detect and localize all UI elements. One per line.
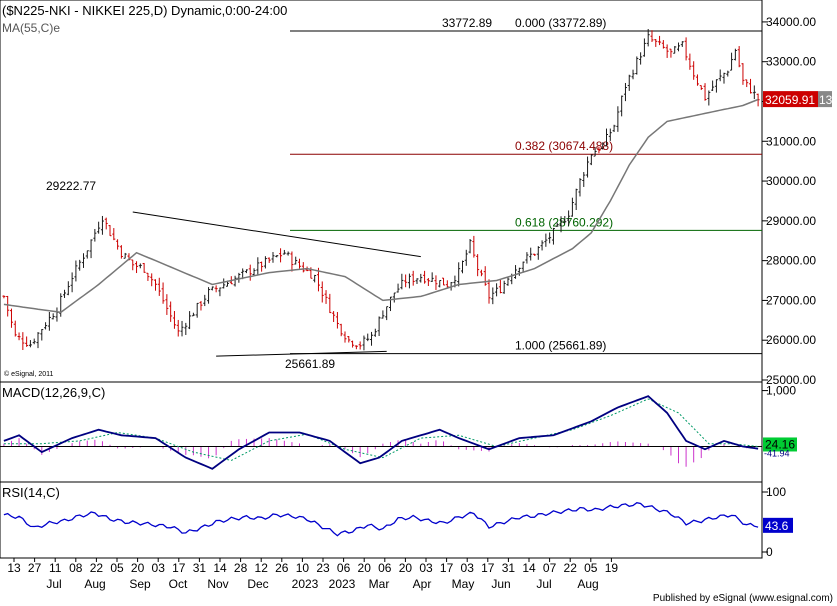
macd-current-badge xyxy=(763,437,797,452)
x-axis-month-label: Mar xyxy=(369,577,390,591)
x-axis: 13 27 11 08 22 05 20 03 17 31 14 28 12 26 10 23 06 20 06 20… xyxy=(7,558,618,591)
watermark: © eSignal, 2011 xyxy=(4,370,54,378)
x-axis-day-label: 31 xyxy=(193,561,207,575)
x-axis-day-label: 22 xyxy=(90,561,104,575)
trend-line xyxy=(132,211,421,258)
rsi-panel: RSI(14,C) xyxy=(0,481,763,559)
x-axis-day-label: 10 xyxy=(296,561,310,575)
ma-line xyxy=(3,98,759,314)
fib-label: 0.382 (30674.488) xyxy=(515,139,613,153)
x-axis-day-label: 20 xyxy=(358,561,372,575)
x-axis-day-label: 14 xyxy=(522,561,536,575)
macd-title: MACD(12,26,9,C) xyxy=(2,385,105,400)
x-axis-month-label: Aug xyxy=(577,577,598,591)
x-axis-day-label: 12 xyxy=(255,561,269,575)
x-axis-day-label: 13 xyxy=(7,561,21,575)
rsi-title: RSI(14,C) xyxy=(2,485,60,500)
rsi-current-badge xyxy=(763,517,793,533)
last-price-suffix-badge xyxy=(818,91,832,108)
price-panel: 0.000 (33772.89)0.382 (30674.488)0.618 (… xyxy=(0,0,763,383)
price-axis-label: 31000.00 xyxy=(766,134,816,148)
x-axis-month-label: Aug xyxy=(84,577,105,591)
price-axis-label: 30000.00 xyxy=(766,174,816,188)
x-axis-day-label: 19 xyxy=(605,561,619,575)
rsi-line xyxy=(3,502,759,537)
x-axis-month-label: Nov xyxy=(207,577,228,591)
x-axis-day-label: 17 xyxy=(440,561,454,575)
x-axis-day-label: 14 xyxy=(213,561,227,575)
x-axis-day-label: 03 xyxy=(461,561,475,575)
price-axis-label: 28000.00 xyxy=(766,254,816,268)
chart-title: ($N225-NKI - NIKKEI 225,D) Dynamic,0:00-… xyxy=(2,3,287,18)
footer-credit: Published by eSignal (www.esignal.com) xyxy=(653,593,833,604)
x-axis-day-label: 05 xyxy=(110,561,124,575)
x-axis-month-label: Jul xyxy=(536,577,551,591)
rsi-axis-label: 100 xyxy=(766,485,786,499)
macd-line xyxy=(3,395,759,470)
fib-label: 0.000 (33772.89) xyxy=(515,16,606,30)
macd-panel: MACD(12,26,9,C) xyxy=(0,381,763,483)
price-axis-label: 27000.00 xyxy=(766,293,816,307)
x-axis-month-label: Jul xyxy=(46,577,61,591)
macd-current-label: 24.16 xyxy=(765,437,795,451)
x-axis-day-label: 28 xyxy=(234,561,248,575)
x-axis-month-label: Dec xyxy=(247,577,268,591)
x-axis-day-label: 05 xyxy=(584,561,598,575)
x-axis-day-label: 08 xyxy=(69,561,83,575)
rsi-current-label: 43.6 xyxy=(765,519,789,533)
x-axis-day-label: 23 xyxy=(316,561,330,575)
x-axis-day-label: 26 xyxy=(275,561,289,575)
last-price-suffix: 13 xyxy=(819,93,833,107)
high-label: 33772.89 xyxy=(442,16,492,30)
price-axis-label: 25000.00 xyxy=(766,373,816,387)
fib-label: 1.000 (25661.89) xyxy=(515,339,606,353)
x-axis-day-label: 06 xyxy=(337,561,351,575)
price-axis-label: 33000.00 xyxy=(766,55,816,69)
x-axis-day-label: 03 xyxy=(419,561,433,575)
x-axis-day-label: 20 xyxy=(131,561,145,575)
x-axis-day-label: 20 xyxy=(399,561,413,575)
x-axis-day-label: 11 xyxy=(49,561,62,575)
trend-line xyxy=(216,350,387,357)
rsi-axis: 0 100 43.6 xyxy=(762,485,793,559)
x-axis-month-label: 2023 xyxy=(329,577,356,591)
x-axis-day-label: 03 xyxy=(152,561,166,575)
ma-label: MA(55,C)e xyxy=(2,21,60,35)
x-axis-day-label: 27 xyxy=(28,561,42,575)
macd-axis-label: 1,000 xyxy=(766,384,796,398)
macd-axis: 1,000 24.16-41.94 xyxy=(762,384,797,458)
x-axis-month-label: Jun xyxy=(491,577,510,591)
price-axis-label: 29000.00 xyxy=(766,214,816,228)
x-axis-day-label: 22 xyxy=(564,561,578,575)
price-axis: 25000.00 26000.00 27000.00 28000.00 29000.00… xyxy=(762,15,833,387)
x-axis-month-label: May xyxy=(452,577,475,591)
low-label: 25661.89 xyxy=(285,357,335,371)
x-axis-day-label: 17 xyxy=(481,561,495,575)
x-axis-month-label: Oct xyxy=(169,577,188,591)
x-axis-month-label: 2023 xyxy=(292,577,319,591)
last-price-badge xyxy=(763,91,818,108)
x-axis-day-label: 31 xyxy=(502,561,516,575)
x-axis-day-label: 07 xyxy=(543,561,557,575)
x-axis-day-label: 06 xyxy=(378,561,392,575)
macd-current-label-2: -41.94 xyxy=(764,448,790,458)
x-axis-month-label: Sep xyxy=(129,577,151,591)
rsi-axis-label: 0 xyxy=(766,545,773,559)
price-axis-label: 34000.00 xyxy=(766,15,816,29)
last-price-label: 32059.91 xyxy=(765,93,815,107)
x-axis-day-label: 17 xyxy=(172,561,186,575)
x-axis-month-label: Apr xyxy=(413,577,432,591)
left-high-label: 29222.77 xyxy=(46,179,96,193)
price-axis-label: 26000.00 xyxy=(766,333,816,347)
